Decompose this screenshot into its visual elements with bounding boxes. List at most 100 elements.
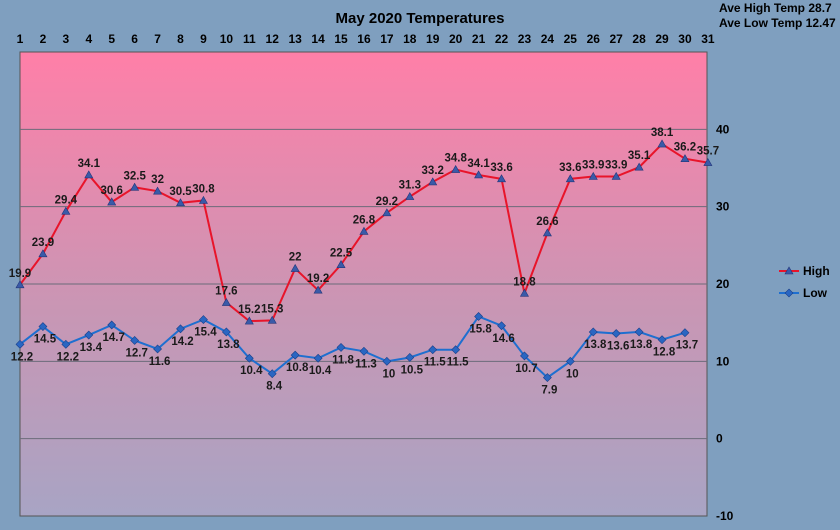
low-data-label: 7.9 bbox=[541, 385, 557, 397]
low-data-label: 13.6 bbox=[607, 340, 629, 352]
high-data-label: 22.5 bbox=[330, 248, 353, 260]
low-data-label: 10.8 bbox=[286, 362, 309, 374]
low-point bbox=[267, 369, 277, 379]
x-tick-label: 7 bbox=[154, 32, 161, 46]
x-tick-label: 27 bbox=[610, 32, 624, 46]
high-data-label: 15.3 bbox=[261, 303, 283, 315]
x-tick-label: 1 bbox=[17, 32, 24, 46]
high-data-label: 33.9 bbox=[605, 160, 627, 172]
y-axis: -10 0 10 20 30 40 bbox=[716, 122, 734, 523]
low-point bbox=[497, 321, 506, 331]
x-tick-label: 28 bbox=[632, 32, 646, 46]
low-data-label: 11.6 bbox=[149, 356, 171, 368]
high-point bbox=[153, 186, 163, 195]
low-point bbox=[107, 320, 117, 330]
x-tick-label: 31 bbox=[701, 32, 715, 46]
y-tick-label: 40 bbox=[716, 122, 730, 136]
x-tick-label: 3 bbox=[63, 32, 70, 46]
low-data-label: 14.7 bbox=[103, 332, 125, 344]
high-data-label: 29.2 bbox=[376, 196, 398, 208]
high-point bbox=[84, 170, 94, 179]
low-data-label: 13.8 bbox=[630, 339, 653, 351]
high-data-label: 34.1 bbox=[78, 158, 101, 170]
low-data-label: 11.5 bbox=[447, 357, 469, 369]
high-data-label: 17.6 bbox=[215, 286, 237, 298]
high-data-label: 38.1 bbox=[651, 127, 674, 139]
high-data-label: 32.5 bbox=[123, 170, 146, 182]
low-data-label: 12.2 bbox=[11, 351, 33, 363]
x-tick-label: 17 bbox=[380, 32, 394, 46]
high-data-label: 30.5 bbox=[169, 186, 192, 198]
x-tick-label: 20 bbox=[449, 32, 463, 46]
low-data-label: 15.8 bbox=[469, 323, 492, 335]
low-data-label: 12.7 bbox=[125, 347, 147, 359]
y-tick-label: 30 bbox=[716, 200, 730, 214]
low-data-label: 8.4 bbox=[266, 381, 283, 393]
high-point bbox=[267, 315, 277, 324]
high-point bbox=[130, 182, 140, 191]
low-data-label: 11.3 bbox=[355, 358, 377, 370]
high-data-label: 19.2 bbox=[307, 273, 329, 285]
low-point bbox=[474, 312, 484, 321]
x-axis: 1 2 3 4 5 6 7 8 9 10 11 12 13 14 15 16 17 18 19 20 21 22 23 24 2… bbox=[17, 32, 715, 46]
low-data-label: 10.7 bbox=[515, 363, 537, 375]
high-point bbox=[542, 228, 552, 237]
high-point bbox=[336, 260, 346, 268]
high-point bbox=[497, 174, 507, 183]
x-tick-label: 23 bbox=[518, 32, 532, 46]
low-data-label: 12.8 bbox=[653, 347, 676, 359]
low-data-label: 13.7 bbox=[676, 340, 698, 352]
high-data-label: 26.8 bbox=[353, 214, 376, 226]
high-point bbox=[634, 162, 644, 171]
high-point bbox=[451, 164, 461, 173]
x-tick-label: 10 bbox=[220, 32, 234, 46]
high-point bbox=[428, 177, 438, 186]
high-data-label: 34.8 bbox=[444, 153, 467, 165]
x-tick-label: 2 bbox=[40, 32, 47, 46]
x-tick-label: 11 bbox=[243, 32, 256, 46]
x-tick-label: 12 bbox=[266, 32, 280, 46]
chart-title: May 2020 Temperatures bbox=[336, 10, 505, 27]
high-data-label: 34.1 bbox=[467, 158, 490, 170]
high-data-label: 35.1 bbox=[628, 150, 651, 162]
low-point bbox=[244, 353, 254, 363]
high-data-label: 18.8 bbox=[513, 276, 536, 288]
low-data-label: 14.5 bbox=[34, 334, 57, 346]
high-point bbox=[588, 171, 598, 180]
legend-label-low: Low bbox=[803, 286, 828, 300]
low-point bbox=[611, 329, 621, 338]
low-point bbox=[588, 327, 598, 337]
high-data-label: 35.7 bbox=[697, 146, 719, 158]
high-data-label: 19.9 bbox=[9, 268, 31, 280]
low-point bbox=[153, 344, 163, 354]
high-point bbox=[61, 206, 71, 215]
legend-marker-low bbox=[784, 288, 794, 298]
x-tick-label: 13 bbox=[288, 32, 302, 46]
x-tick-label: 19 bbox=[426, 32, 440, 46]
high-point bbox=[198, 195, 208, 204]
high-data-label: 33.6 bbox=[559, 162, 581, 174]
x-tick-label: 24 bbox=[541, 32, 555, 46]
low-point bbox=[61, 339, 71, 349]
low-data-label: 13.8 bbox=[217, 339, 240, 351]
high-point bbox=[382, 208, 392, 217]
high-data-label: 30.8 bbox=[192, 183, 215, 195]
high-point bbox=[405, 192, 415, 200]
high-data-label: 33.9 bbox=[582, 160, 604, 172]
high-point bbox=[15, 280, 25, 289]
high-point bbox=[565, 174, 575, 183]
low-point bbox=[542, 373, 552, 382]
low-point bbox=[199, 315, 208, 324]
low-point bbox=[359, 346, 369, 356]
high-data-label: 30.6 bbox=[101, 185, 123, 197]
low-point bbox=[405, 353, 415, 362]
high-point bbox=[107, 197, 117, 206]
x-tick-label: 6 bbox=[131, 32, 138, 46]
series-line-low bbox=[19, 315, 686, 379]
low-data-label: 14.2 bbox=[171, 336, 193, 348]
gridlines bbox=[20, 128, 707, 440]
x-tick-label: 21 bbox=[472, 32, 486, 46]
x-tick-label: 8 bbox=[177, 32, 184, 46]
low-point bbox=[657, 335, 667, 345]
